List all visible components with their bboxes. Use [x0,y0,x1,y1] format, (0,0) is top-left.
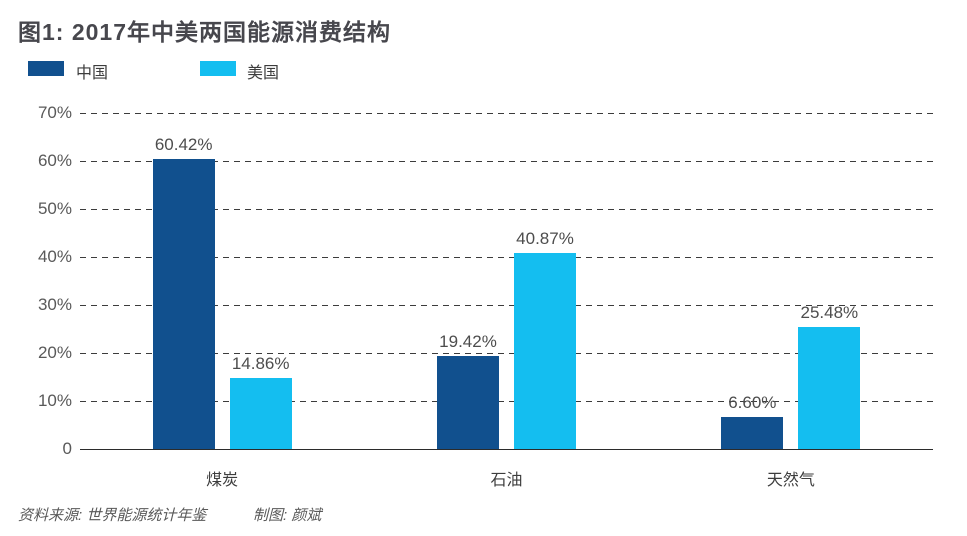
gridline-60 [80,161,933,162]
credit-note: 制图: 颜斌 [253,507,322,524]
bar-中国-煤炭 [152,158,215,449]
legend-label-china: 中国 [76,65,109,82]
bar-美国-煤炭 [229,377,292,449]
chart-title: 图1: 2017年中美两国能源消费结构 [18,19,392,45]
gridline-50 [80,209,933,210]
bar-中国-石油 [437,355,499,449]
gridline-40 [80,257,933,258]
gridline-30 [80,305,933,306]
gridline-70 [80,113,933,114]
bar-美国-天然气 [798,326,861,449]
category-label-石油: 石油 [490,472,523,489]
gridline-10 [80,401,933,402]
source-note: 资料来源: 世界能源统计年鉴 [18,507,207,524]
gridline-20 [80,353,933,354]
value-label-中国-石油: 19.42% [439,331,497,351]
value-label-美国-煤炭: 14.86% [231,353,290,373]
x-axis-line [80,449,933,450]
y-tick-label-30: 30% [37,295,72,314]
category-label-天然气: 天然气 [766,472,815,489]
y-tick-label-70: 70% [37,103,72,122]
value-label-美国-石油: 40.87% [516,228,574,248]
y-tick-label-0: 0 [62,439,72,458]
legend-label-usa: 美国 [247,65,280,82]
y-tick-label-40: 40% [37,247,72,266]
bar-中国-天然气 [721,417,784,449]
y-tick-label-10: 10% [37,391,72,410]
value-label-中国-煤炭: 60.42% [154,134,213,154]
y-tick-label-60: 60% [37,151,72,170]
legend-swatch-usa [200,61,236,76]
value-label-中国-天然气: 6.60% [728,393,777,413]
y-tick-label-20: 20% [37,343,72,362]
bar-美国-石油 [514,252,576,449]
plot-area [80,113,933,450]
value-label-美国-天然气: 25.48% [800,302,859,322]
legend-swatch-china [28,61,64,76]
category-label-煤炭: 煤炭 [206,472,239,489]
y-tick-label-50: 50% [37,199,72,218]
